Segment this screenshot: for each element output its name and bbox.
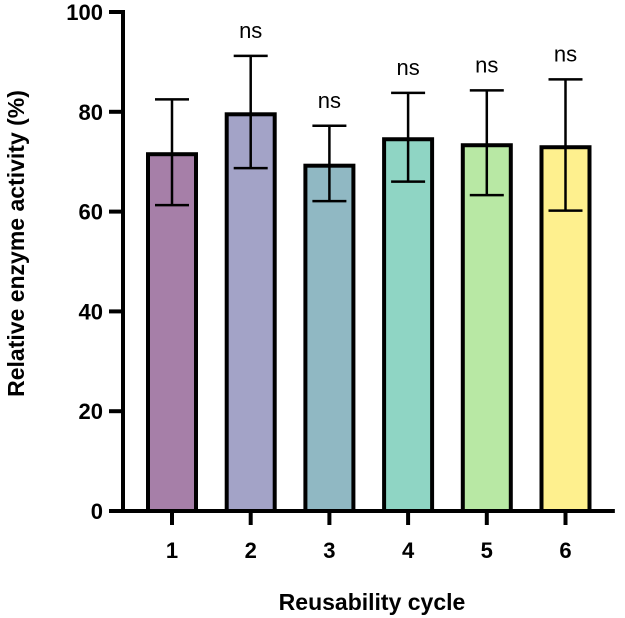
bar-cycle-1 <box>146 152 198 513</box>
y-tick-label: 0 <box>91 499 103 524</box>
y-tick-label: 40 <box>79 299 103 324</box>
error-bar-cycle-3 <box>312 124 347 203</box>
x-tick-label: 2 <box>245 538 257 563</box>
y-tick-label: 100 <box>66 0 103 25</box>
bars-layer <box>146 112 592 514</box>
bar-cycle-5 <box>460 143 513 513</box>
error-bar-cycle-5 <box>469 89 504 197</box>
significance-label: ns <box>396 55 419 80</box>
x-axis-title: Reusability cycle <box>279 589 466 615</box>
y-tick-label: 60 <box>79 200 103 225</box>
error-bars-layer <box>155 54 583 212</box>
x-tick-label: 5 <box>481 538 493 563</box>
x-tick-label: 3 <box>323 538 335 563</box>
x-tick-label: 1 <box>166 538 178 563</box>
bar-cycle-4 <box>382 137 435 513</box>
y-axis-title: Relative enzyme activity (%) <box>3 90 29 397</box>
error-bar-cycle-1 <box>155 98 189 207</box>
bar-cycle-3 <box>303 163 356 514</box>
bar-cycle-2 <box>224 112 277 513</box>
significance-label: ns <box>318 88 341 113</box>
error-bar-cycle-4 <box>391 91 426 183</box>
error-bar-cycle-2 <box>233 54 268 170</box>
y-tick-label: 20 <box>79 399 103 424</box>
x-tick-label: 4 <box>402 538 415 563</box>
significance-label: ns <box>475 52 498 77</box>
significance-label: ns <box>239 18 262 43</box>
y-tick-label: 80 <box>79 100 103 125</box>
significance-labels-layer: ns ns ns ns ns <box>239 18 577 113</box>
significance-label: ns <box>554 41 577 66</box>
x-tick-label: 6 <box>559 538 571 563</box>
axes-layer <box>121 10 615 513</box>
error-bar-cycle-6 <box>548 78 583 212</box>
